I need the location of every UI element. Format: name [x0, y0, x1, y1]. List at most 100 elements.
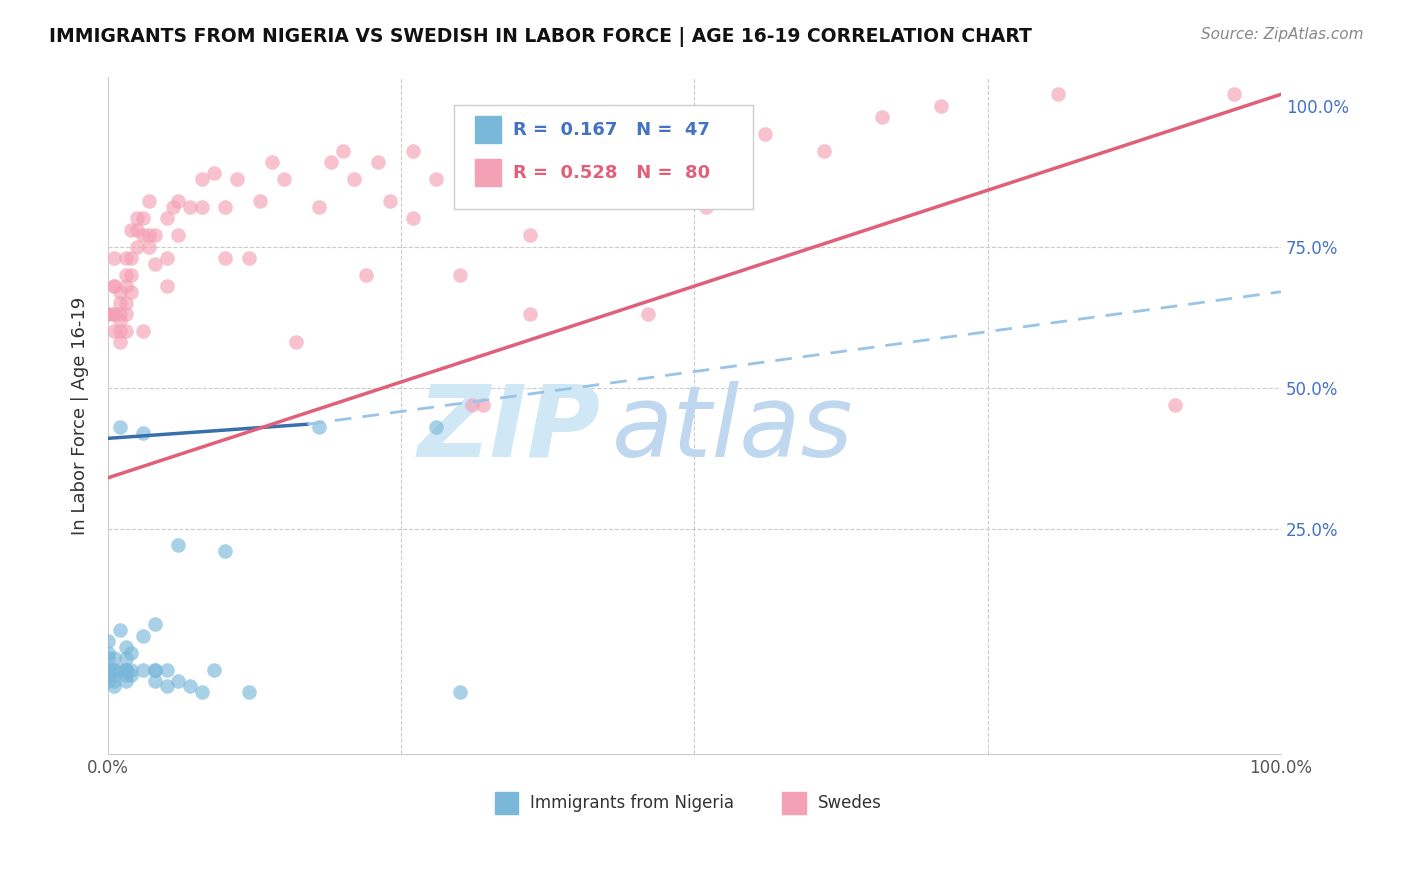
Point — [402, 211, 425, 226]
Point — [519, 307, 541, 321]
Point — [103, 663, 125, 677]
Bar — [475, 159, 501, 186]
Point — [108, 420, 131, 434]
Point — [332, 144, 354, 158]
Point — [143, 663, 166, 677]
Point — [249, 194, 271, 209]
Point — [202, 663, 225, 677]
Point — [120, 646, 142, 660]
Point — [425, 420, 447, 434]
Point — [114, 324, 136, 338]
Point — [214, 200, 236, 214]
Point — [108, 285, 131, 299]
Point — [167, 673, 190, 688]
Point — [108, 663, 131, 677]
Point — [103, 651, 125, 665]
Point — [120, 268, 142, 282]
Point — [120, 668, 142, 682]
Point — [402, 144, 425, 158]
Point — [308, 420, 330, 434]
Point — [319, 155, 342, 169]
Point — [103, 680, 125, 694]
Point — [103, 673, 125, 688]
Point — [929, 98, 952, 112]
Point — [97, 651, 120, 665]
Point — [143, 256, 166, 270]
Text: Immigrants from Nigeria: Immigrants from Nigeria — [530, 794, 734, 812]
Point — [97, 668, 120, 682]
Point — [156, 251, 179, 265]
Point — [162, 200, 184, 214]
Point — [120, 663, 142, 677]
Point — [695, 200, 717, 214]
Point — [97, 663, 120, 677]
Point — [460, 397, 482, 411]
Text: Source: ZipAtlas.com: Source: ZipAtlas.com — [1201, 27, 1364, 42]
Point — [127, 239, 149, 253]
Point — [238, 251, 260, 265]
Point — [870, 110, 893, 124]
Point — [103, 251, 125, 265]
Point — [138, 228, 160, 243]
Point — [138, 194, 160, 209]
Point — [114, 307, 136, 321]
Point — [191, 200, 214, 214]
Point — [449, 685, 471, 699]
Point — [103, 279, 125, 293]
Point — [659, 172, 682, 186]
Point — [226, 172, 249, 186]
Text: ZIP: ZIP — [418, 381, 600, 478]
Point — [97, 663, 120, 677]
Text: R =  0.528   N =  80: R = 0.528 N = 80 — [513, 163, 710, 182]
Point — [114, 663, 136, 677]
Point — [120, 251, 142, 265]
Point — [156, 211, 179, 226]
Point — [214, 251, 236, 265]
Point — [484, 155, 506, 169]
Point — [156, 680, 179, 694]
Point — [519, 228, 541, 243]
Point — [1047, 87, 1070, 102]
Point — [108, 307, 131, 321]
Point — [97, 646, 120, 660]
Point — [1223, 87, 1246, 102]
Point — [127, 211, 149, 226]
Text: IMMIGRANTS FROM NIGERIA VS SWEDISH IN LABOR FORCE | AGE 16-19 CORRELATION CHART: IMMIGRANTS FROM NIGERIA VS SWEDISH IN LA… — [49, 27, 1032, 46]
Point — [578, 138, 600, 153]
Point — [378, 194, 401, 209]
Point — [114, 279, 136, 293]
Text: Swedes: Swedes — [818, 794, 882, 812]
Point — [343, 172, 366, 186]
Point — [132, 211, 155, 226]
Point — [308, 200, 330, 214]
Point — [103, 307, 125, 321]
Point — [754, 127, 776, 141]
Text: R =  0.167   N =  47: R = 0.167 N = 47 — [513, 120, 710, 139]
Bar — [475, 116, 501, 144]
Point — [449, 268, 471, 282]
Point — [354, 268, 377, 282]
Point — [97, 663, 120, 677]
Point — [156, 663, 179, 677]
Point — [262, 155, 284, 169]
Point — [238, 685, 260, 699]
Point — [103, 324, 125, 338]
Point — [108, 313, 131, 327]
Point — [108, 623, 131, 637]
Point — [132, 629, 155, 643]
FancyBboxPatch shape — [454, 104, 754, 210]
Point — [425, 172, 447, 186]
Point — [132, 425, 155, 440]
Point — [813, 144, 835, 158]
Point — [97, 634, 120, 648]
Point — [214, 544, 236, 558]
Point — [120, 223, 142, 237]
Point — [273, 172, 295, 186]
Point — [132, 228, 155, 243]
Point — [132, 663, 155, 677]
Point — [108, 324, 131, 338]
Point — [103, 663, 125, 677]
Point — [114, 668, 136, 682]
Point — [120, 285, 142, 299]
Point — [114, 663, 136, 677]
